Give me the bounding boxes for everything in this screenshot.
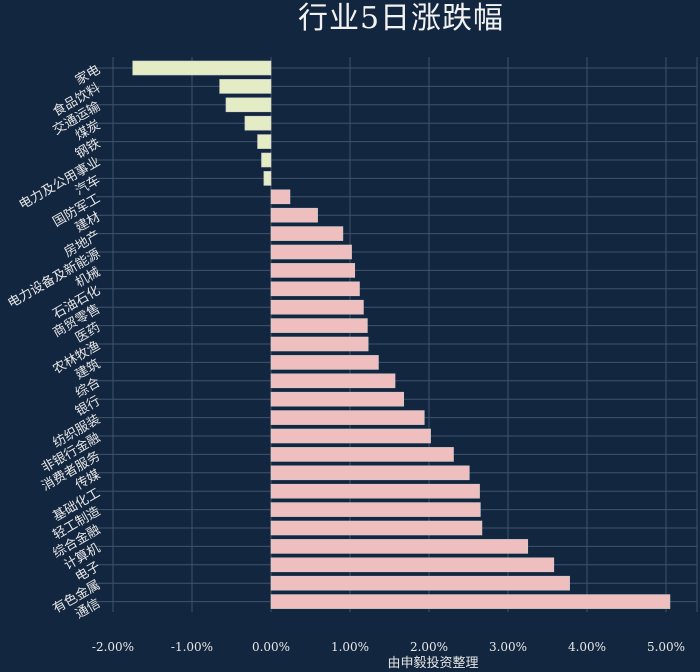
- bar: [257, 134, 272, 149]
- x-axis-ticks: -2.00% -1.00% 0.00% 1.00% 2.00% 3.00% 4.00% 5.0…: [92, 640, 685, 654]
- bar: [270, 189, 291, 205]
- bar: [244, 115, 272, 131]
- bar: [270, 594, 671, 609]
- x-tick-label: -2.00%: [92, 640, 134, 654]
- bar: [263, 171, 272, 186]
- bar: [270, 410, 425, 425]
- x-axis-label: 由申毅投资整理: [387, 655, 478, 671]
- grid-lines: [96, 57, 698, 612]
- bars: [132, 60, 671, 609]
- bar: [270, 226, 344, 241]
- chart-title: 行业5日涨跌幅: [297, 1, 505, 36]
- bar: [270, 281, 360, 297]
- bar: [270, 373, 396, 389]
- bar: [270, 502, 481, 517]
- bar: [270, 318, 368, 333]
- bar: [270, 465, 470, 481]
- x-tick-label: 1.00%: [331, 640, 369, 654]
- bar: [270, 428, 431, 444]
- bar: [270, 244, 352, 260]
- x-tick-label: 2.00%: [410, 640, 448, 654]
- bar: [219, 79, 272, 94]
- x-tick-label: -1.00%: [171, 640, 213, 654]
- category-labels: 家电食品饮料交通运输煤炭钢铁电力及公用事业汽车国防军工建材房地产电力设备及新能源…: [5, 62, 103, 622]
- x-tick-label: 5.00%: [647, 640, 685, 654]
- bar: [270, 336, 369, 352]
- bar: [270, 299, 364, 315]
- bar: [270, 520, 483, 536]
- bar: [270, 557, 555, 573]
- x-tick-label: 3.00%: [489, 640, 527, 654]
- bar: [270, 355, 379, 370]
- bar: [270, 391, 405, 407]
- bar: [225, 97, 272, 113]
- bar: [261, 152, 272, 168]
- x-tick-label: 4.00%: [568, 640, 606, 654]
- x-tick-label: 0.00%: [252, 640, 290, 654]
- bar: [270, 447, 454, 462]
- bar: [270, 483, 480, 499]
- bar: [270, 263, 356, 278]
- bar: [270, 539, 529, 554]
- bar: [270, 207, 318, 223]
- bar: [270, 575, 570, 591]
- bar: [132, 60, 272, 76]
